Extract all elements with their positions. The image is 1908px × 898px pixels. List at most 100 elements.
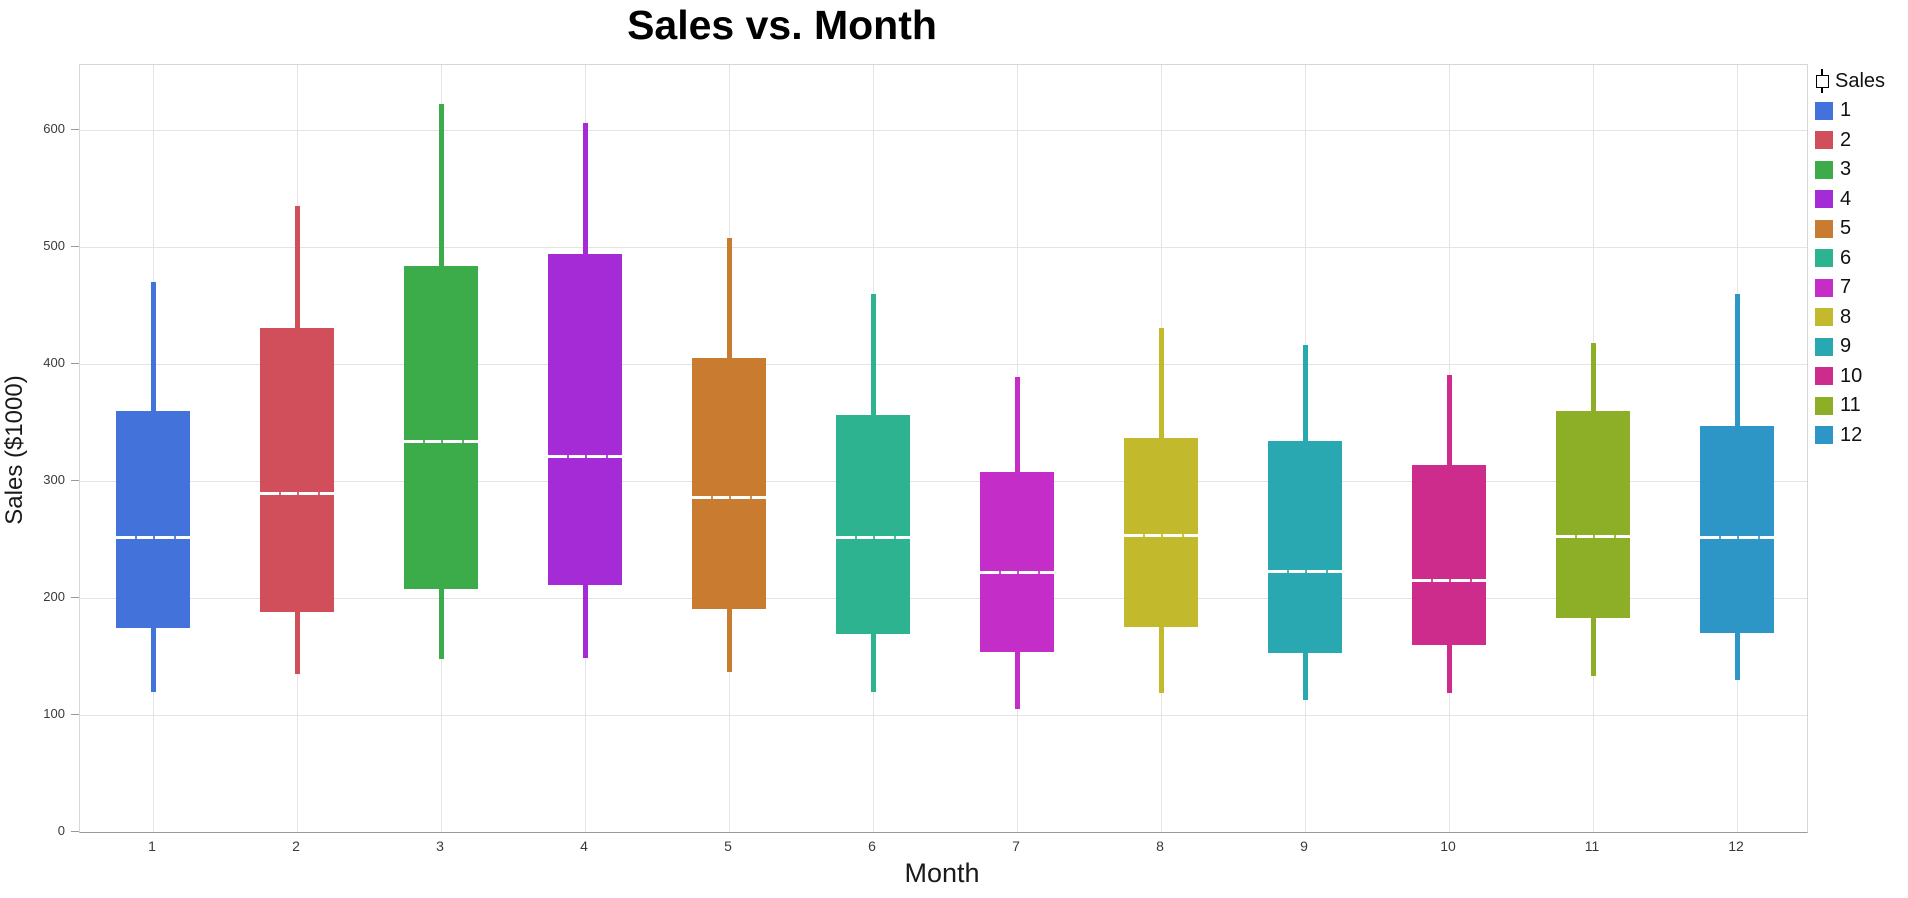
median-nub-5-2 xyxy=(749,494,752,502)
y-tick-label-500: 500 xyxy=(43,238,65,253)
legend-item-6[interactable]: 6 xyxy=(1815,244,1907,274)
median-month-4 xyxy=(548,453,622,461)
median-month-1 xyxy=(116,534,190,542)
box-month-12[interactable] xyxy=(1700,426,1774,634)
median-nub-12-0 xyxy=(1718,534,1721,542)
box-month-4[interactable] xyxy=(548,254,622,586)
median-nub-6-2 xyxy=(893,534,896,542)
y-tick-label-0: 0 xyxy=(57,823,65,838)
x-tick-label-11: 11 xyxy=(1584,838,1600,854)
box-month-2[interactable] xyxy=(260,327,334,613)
legend-swatch-12 xyxy=(1815,426,1833,445)
x-tick-label-7: 7 xyxy=(1012,838,1020,854)
legend-item-5[interactable]: 5 xyxy=(1815,214,1907,244)
box-month-1[interactable] xyxy=(116,410,190,629)
y-tick-label-100: 100 xyxy=(43,706,65,721)
legend-label-1: 1 xyxy=(1840,99,1852,122)
legend-item-7[interactable]: 7 xyxy=(1815,273,1907,303)
median-nub-12-1 xyxy=(1737,534,1739,542)
median-nub-4-2 xyxy=(605,453,608,461)
box-month-10[interactable] xyxy=(1412,464,1486,645)
median-nub-1-2 xyxy=(173,534,176,542)
median-nub-4-0 xyxy=(566,453,569,461)
x-tick-label-4: 4 xyxy=(580,838,588,854)
legend-entries: 1 2 3 4 5 6 7 8 9 10 11 12 xyxy=(1815,96,1907,450)
median-nub-5-1 xyxy=(729,494,731,502)
median-nub-9-0 xyxy=(1286,568,1289,576)
y-gridline-600 xyxy=(80,130,1807,131)
legend-item-12[interactable]: 12 xyxy=(1815,421,1907,451)
y-tick-label-300: 300 xyxy=(43,472,65,487)
x-tick-label-5: 5 xyxy=(724,838,732,854)
median-nub-3-1 xyxy=(441,438,443,446)
median-nub-8-2 xyxy=(1181,531,1184,539)
legend-item-11[interactable]: 11 xyxy=(1815,391,1907,421)
legend-swatch-9 xyxy=(1815,337,1833,356)
legend: Sales 1 2 3 4 5 6 7 8 9 10 11 12 xyxy=(1815,66,1907,450)
median-month-7 xyxy=(980,569,1054,577)
legend-label-4: 4 xyxy=(1840,187,1852,210)
median-month-11 xyxy=(1556,532,1630,540)
legend-label-9: 9 xyxy=(1840,335,1852,358)
median-nub-6-1 xyxy=(873,534,875,542)
legend-swatch-4 xyxy=(1815,190,1833,209)
legend-item-2[interactable]: 2 xyxy=(1815,126,1907,156)
x-tick-label-2: 2 xyxy=(292,838,300,854)
median-nub-11-0 xyxy=(1574,532,1577,540)
legend-item-3[interactable]: 3 xyxy=(1815,155,1907,185)
legend-label-2: 2 xyxy=(1840,128,1852,151)
y-tick-500 xyxy=(71,246,79,247)
y-tick-600 xyxy=(71,129,79,130)
median-nub-1-0 xyxy=(134,534,137,542)
box-month-7[interactable] xyxy=(980,471,1054,652)
y-gridline-100 xyxy=(80,715,1807,716)
median-nub-10-1 xyxy=(1449,577,1451,585)
box-month-6[interactable] xyxy=(836,415,910,635)
legend-swatch-10 xyxy=(1815,367,1833,386)
x-tick-label-8: 8 xyxy=(1156,838,1164,854)
legend-label-10: 10 xyxy=(1840,364,1863,387)
plot-area xyxy=(79,64,1808,833)
median-nub-7-0 xyxy=(998,569,1001,577)
median-nub-12-2 xyxy=(1757,534,1760,542)
x-axis-title: Month xyxy=(904,858,980,888)
y-tick-label-400: 400 xyxy=(43,355,65,370)
y-gridline-400 xyxy=(80,364,1807,365)
median-nub-8-0 xyxy=(1142,531,1145,539)
box-month-5[interactable] xyxy=(692,358,766,609)
legend-label-11: 11 xyxy=(1840,394,1861,417)
median-nub-5-0 xyxy=(710,494,713,502)
chart-title: Sales vs. Month xyxy=(627,2,937,48)
median-month-12 xyxy=(1700,534,1774,542)
legend-item-4[interactable]: 4 xyxy=(1815,185,1907,215)
legend-swatch-1 xyxy=(1815,101,1833,120)
y-tick-label-200: 200 xyxy=(43,589,65,604)
median-nub-1-1 xyxy=(153,534,155,542)
legend-title: Sales xyxy=(1835,69,1886,92)
legend-swatch-11 xyxy=(1815,396,1833,415)
legend-item-10[interactable]: 10 xyxy=(1815,362,1907,392)
legend-item-1[interactable]: 1 xyxy=(1815,96,1907,126)
legend-label-12: 12 xyxy=(1840,423,1863,446)
y-tick-0 xyxy=(71,831,79,832)
box-month-3[interactable] xyxy=(404,265,478,589)
median-month-10 xyxy=(1412,577,1486,585)
legend-label-8: 8 xyxy=(1840,305,1852,328)
median-nub-3-0 xyxy=(422,438,425,446)
legend-label-3: 3 xyxy=(1840,158,1852,181)
legend-swatch-7 xyxy=(1815,278,1833,297)
legend-swatch-3 xyxy=(1815,160,1833,179)
median-nub-9-2 xyxy=(1325,568,1328,576)
median-month-8 xyxy=(1124,531,1198,539)
legend-item-8[interactable]: 8 xyxy=(1815,303,1907,333)
median-month-5 xyxy=(692,494,766,502)
legend-swatch-8 xyxy=(1815,308,1833,327)
median-nub-2-2 xyxy=(317,489,320,497)
median-nub-7-1 xyxy=(1017,569,1019,577)
box-month-9[interactable] xyxy=(1268,441,1342,653)
box-month-11[interactable] xyxy=(1556,410,1630,618)
boxplot-glyph-icon xyxy=(1815,69,1829,93)
legend-item-9[interactable]: 9 xyxy=(1815,332,1907,362)
x-tick-label-10: 10 xyxy=(1440,838,1456,854)
y-gridline-500 xyxy=(80,247,1807,248)
